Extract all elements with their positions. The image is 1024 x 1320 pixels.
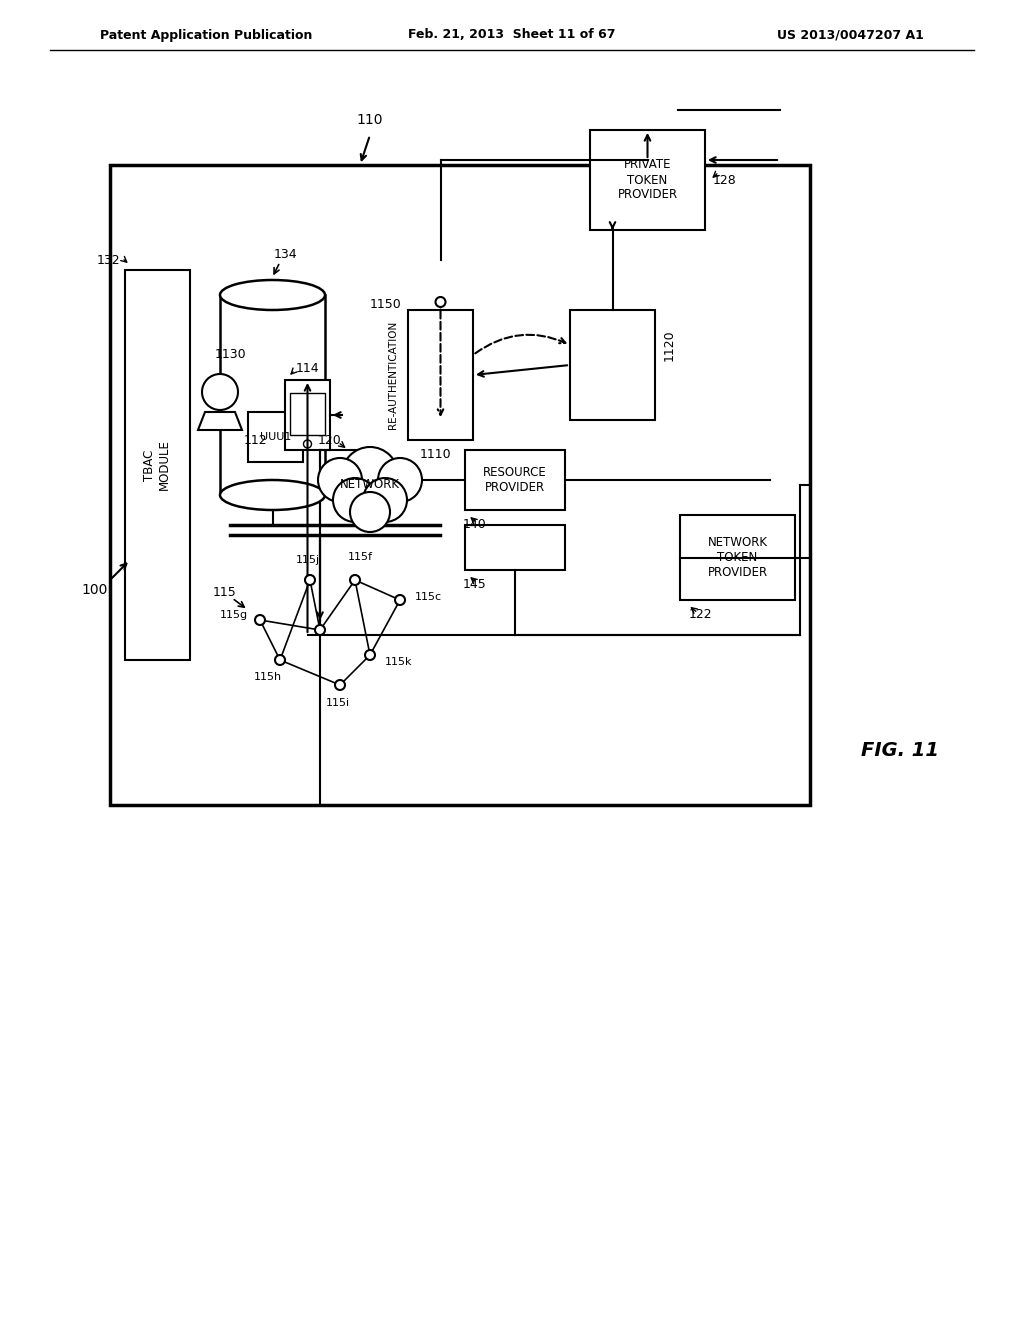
Text: NETWORK: NETWORK [340, 479, 400, 491]
Circle shape [335, 680, 345, 690]
Text: US 2013/0047207 A1: US 2013/0047207 A1 [777, 29, 924, 41]
Text: 112: 112 [243, 433, 267, 446]
Text: 115h: 115h [254, 672, 282, 682]
Text: NETWORK
TOKEN
PROVIDER: NETWORK TOKEN PROVIDER [708, 536, 768, 579]
Text: 100: 100 [82, 583, 109, 597]
FancyBboxPatch shape [248, 412, 303, 462]
Ellipse shape [220, 480, 325, 510]
FancyBboxPatch shape [680, 515, 795, 601]
Circle shape [275, 655, 285, 665]
Circle shape [255, 615, 265, 624]
FancyBboxPatch shape [570, 310, 655, 420]
FancyBboxPatch shape [590, 129, 705, 230]
Text: 115k: 115k [385, 657, 413, 667]
Text: 1130: 1130 [214, 348, 246, 362]
FancyBboxPatch shape [465, 450, 565, 510]
Text: 132: 132 [96, 253, 120, 267]
Circle shape [318, 458, 362, 502]
FancyBboxPatch shape [285, 380, 330, 450]
Text: 115: 115 [213, 586, 237, 598]
Text: FIG. 11: FIG. 11 [861, 741, 939, 759]
Circle shape [435, 297, 445, 308]
Text: 1150: 1150 [370, 298, 401, 312]
Circle shape [315, 624, 325, 635]
Text: UUU1: UUU1 [260, 432, 291, 442]
Circle shape [395, 595, 406, 605]
Text: 1120: 1120 [663, 329, 676, 360]
Text: RESOURCE
PROVIDER: RESOURCE PROVIDER [483, 466, 547, 494]
Circle shape [303, 440, 311, 447]
FancyBboxPatch shape [110, 165, 810, 805]
Text: 145: 145 [463, 578, 486, 591]
Circle shape [305, 576, 315, 585]
FancyBboxPatch shape [465, 525, 565, 570]
Text: 115j: 115j [296, 554, 321, 565]
Text: 115c: 115c [415, 591, 442, 602]
FancyBboxPatch shape [125, 271, 190, 660]
Circle shape [365, 649, 375, 660]
Circle shape [333, 478, 377, 521]
Text: 128: 128 [713, 173, 736, 186]
Text: 122: 122 [688, 609, 712, 622]
Text: 140: 140 [463, 519, 486, 532]
Text: RE-AUTHENTICATION: RE-AUTHENTICATION [388, 321, 398, 429]
Circle shape [350, 576, 360, 585]
Text: PRIVATE
TOKEN
PROVIDER: PRIVATE TOKEN PROVIDER [617, 158, 678, 202]
Text: 1110: 1110 [420, 449, 452, 462]
Circle shape [202, 374, 238, 411]
FancyBboxPatch shape [220, 294, 325, 495]
Text: TBAC
MODULE: TBAC MODULE [143, 440, 171, 491]
Polygon shape [198, 412, 242, 430]
Text: Patent Application Publication: Patent Application Publication [100, 29, 312, 41]
Text: 120: 120 [318, 433, 342, 446]
Text: 115g: 115g [220, 610, 248, 620]
Text: 114: 114 [296, 362, 319, 375]
Text: 115i: 115i [326, 698, 350, 708]
Circle shape [350, 492, 390, 532]
Ellipse shape [220, 280, 325, 310]
FancyBboxPatch shape [290, 393, 325, 436]
Circle shape [378, 458, 422, 502]
Text: Feb. 21, 2013  Sheet 11 of 67: Feb. 21, 2013 Sheet 11 of 67 [409, 29, 615, 41]
Text: 115f: 115f [347, 552, 373, 562]
Circle shape [342, 447, 398, 503]
FancyBboxPatch shape [408, 310, 473, 440]
Text: 134: 134 [273, 248, 297, 261]
Text: 110: 110 [356, 114, 383, 127]
Circle shape [362, 478, 407, 521]
